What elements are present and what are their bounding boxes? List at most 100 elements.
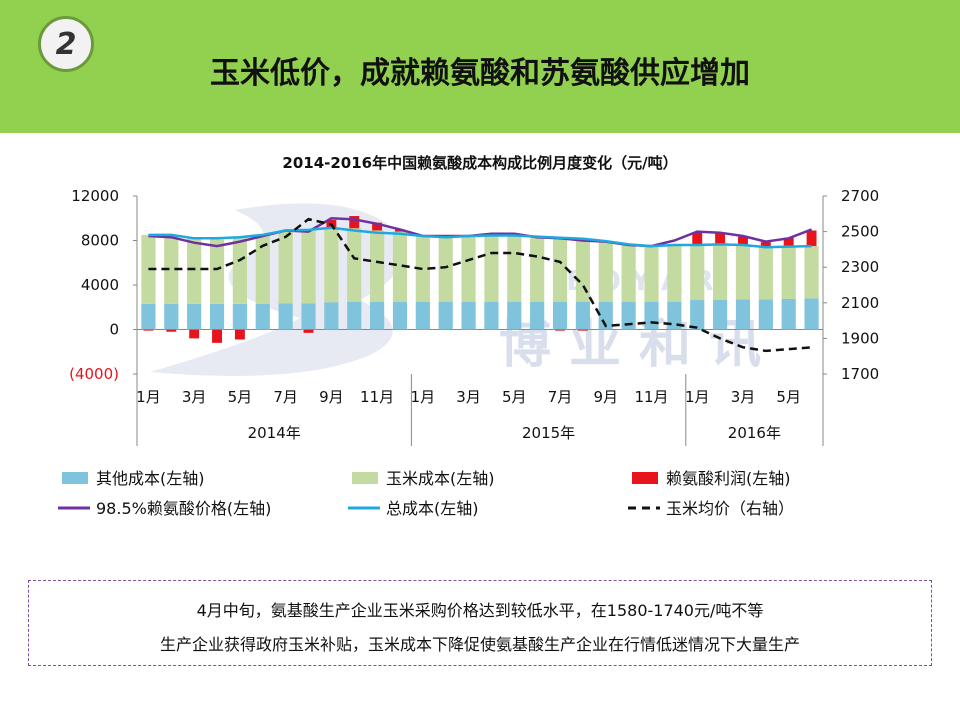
bar-lysine-profit: [143, 329, 154, 331]
bar-other-cost: [278, 303, 293, 330]
bar-lysine-profit: [806, 230, 817, 247]
bar-corn-cost: [804, 246, 819, 299]
bar-other-cost: [209, 303, 225, 330]
section-number-badge: 2: [38, 16, 94, 72]
left-tick-label: 0: [109, 321, 119, 339]
x-tick-label: 9月: [319, 388, 344, 406]
year-label: 2014年: [248, 424, 301, 442]
bar-corn-cost: [187, 238, 202, 304]
right-tick-label: 1700: [841, 365, 879, 383]
legend: 其他成本(左轴) 玉米成本(左轴) 赖氨酸利润(左轴) 98.5%赖氨酸价格(左轴) 总…: [58, 469, 794, 518]
right-tick-label: 2300: [841, 258, 879, 276]
bar-corn-cost: [255, 236, 270, 304]
bar-corn-cost: [575, 238, 590, 302]
bar-lysine-profit: [555, 329, 565, 331]
caption-box: 4月中旬，氨基酸生产企业玉米采购价格达到较低水平，在1580-1740元/吨不等…: [28, 580, 932, 666]
bar-corn-cost: [621, 244, 636, 302]
bar-other-cost: [141, 303, 156, 330]
x-tick-label: 7月: [548, 388, 573, 406]
year-label: 2016年: [728, 424, 781, 442]
bar-lysine-profit: [166, 329, 177, 332]
bar-other-cost: [438, 301, 453, 330]
bar-other-cost: [713, 300, 728, 330]
bar-other-cost: [621, 301, 636, 330]
right-tick-label: 1900: [841, 329, 879, 347]
line-corn-avg-price: [148, 217, 812, 353]
line-lysine-price: [148, 217, 813, 248]
bar-other-cost: [415, 301, 430, 330]
bar-corn-cost: [324, 228, 339, 303]
watermark-logo-shape: [150, 203, 403, 376]
bar-corn-cost: [301, 229, 316, 304]
bar-corn-cost: [347, 228, 362, 302]
bar-corn-cost: [507, 235, 522, 302]
chart-title: 2014-2016年中国赖氨酸成本构成比例月度变化（元/吨）: [282, 154, 677, 172]
legend-label: 赖氨酸利润(左轴): [666, 469, 791, 488]
bar-corn-cost: [598, 241, 613, 302]
x-tick-label: 5月: [502, 388, 527, 406]
bar-other-cost: [575, 301, 590, 330]
bar-lysine-profit: [692, 232, 703, 245]
year-label: 2015年: [522, 424, 575, 442]
bar-lysine-profit: [783, 237, 794, 247]
x-tick-label: 1月: [411, 388, 436, 406]
line-total-cost: [148, 226, 812, 249]
legend-swatch: [632, 472, 658, 484]
right-tick-label: 2700: [841, 187, 879, 205]
slide-header: 2 玉米低价，成就赖氨酸和苏氨酸供应增加: [0, 0, 960, 133]
left-tick-label: 8000: [81, 232, 119, 250]
bar-corn-cost: [461, 236, 476, 302]
bar-other-cost: [804, 298, 819, 330]
bar-corn-cost: [415, 236, 430, 302]
axes-layer: [133, 195, 827, 446]
bar-corn-cost: [735, 244, 751, 300]
x-tick-label: 1月: [136, 388, 161, 406]
bar-lysine-profit: [303, 329, 314, 333]
bar-corn-cost: [484, 235, 499, 302]
bar-corn-cost: [552, 237, 568, 302]
bar-other-cost: [370, 301, 385, 330]
bar-lysine-profit: [738, 236, 748, 245]
x-tick-label: 3月: [182, 388, 207, 406]
bar-other-cost: [552, 301, 568, 330]
bar-lysine-profit: [234, 329, 245, 340]
bar-other-cost: [255, 303, 270, 330]
bar-other-cost: [644, 301, 659, 330]
bar-corn-cost: [713, 244, 728, 301]
bar-corn-cost: [392, 231, 408, 302]
bar-other-cost: [164, 303, 179, 330]
bar-other-cost: [324, 302, 339, 330]
bar-corn-cost: [758, 246, 773, 300]
x-tick-label: 11月: [634, 388, 668, 406]
bar-corn-cost: [164, 234, 179, 304]
bar-other-cost: [232, 303, 247, 330]
legend-label: 玉米成本(左轴): [386, 469, 495, 488]
bar-corn-cost: [232, 238, 247, 304]
x-tick-label: 3月: [456, 388, 481, 406]
legend-label: 其他成本(左轴): [96, 469, 205, 488]
left-tick-label: 12000: [71, 187, 119, 205]
bar-other-cost: [187, 303, 202, 330]
bar-other-cost: [301, 303, 316, 330]
legend-swatch: [62, 472, 88, 484]
right-tick-label: 2100: [841, 294, 879, 312]
right-tick-label: 2500: [841, 223, 879, 241]
bar-other-cost: [392, 301, 408, 330]
bar-other-cost: [484, 301, 499, 330]
legend-swatch: [352, 472, 378, 484]
bar-other-cost: [347, 301, 362, 330]
x-tick-label: 11月: [360, 388, 394, 406]
x-tick-label: 9月: [593, 388, 618, 406]
x-tick-label: 1月: [685, 388, 710, 406]
bar-corn-cost: [781, 246, 796, 299]
bar-lysine-profit: [577, 329, 588, 331]
bar-corn-cost: [278, 231, 293, 304]
left-tick-label: (4000): [69, 365, 119, 383]
bar-other-cost: [507, 301, 522, 330]
bar-corn-cost: [438, 237, 453, 302]
bar-corn-cost: [690, 244, 705, 301]
bar-other-cost: [530, 301, 545, 330]
bar-corn-cost: [370, 230, 385, 302]
legend-label: 玉米均价（右轴）: [666, 499, 794, 518]
